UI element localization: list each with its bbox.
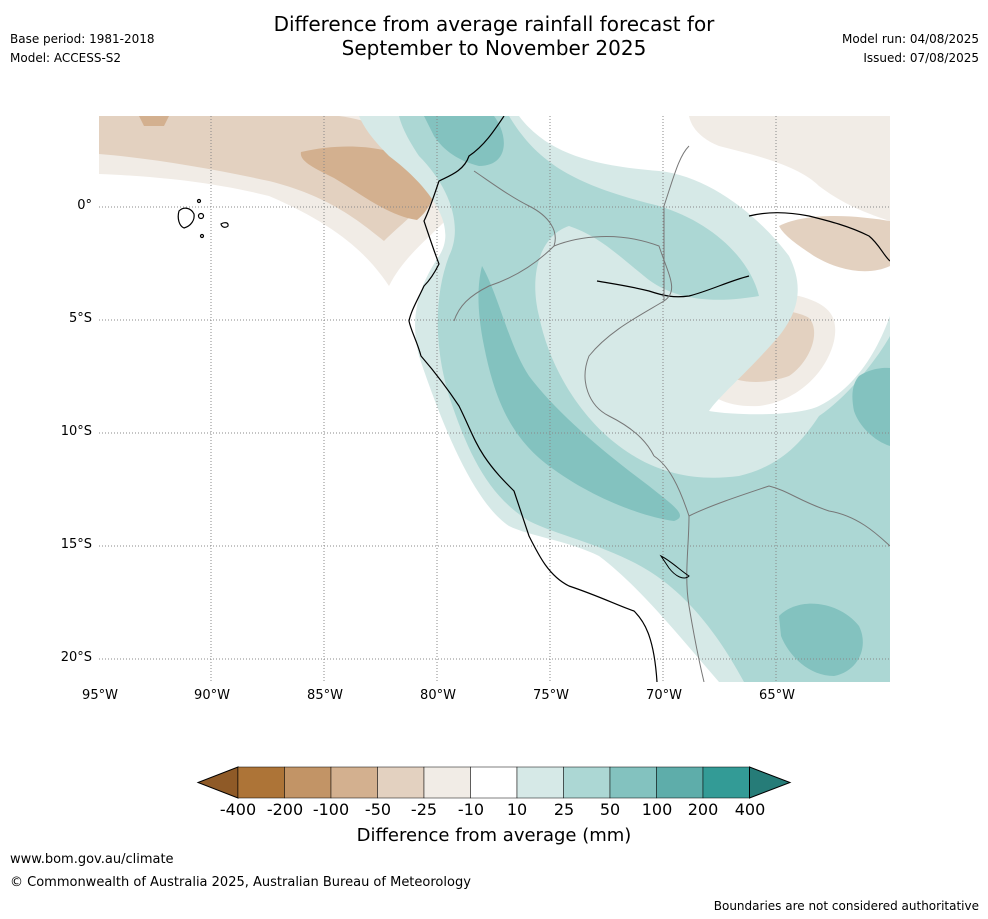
- model-text: Model: ACCESS-S2: [10, 51, 122, 65]
- colorbar-bin-10: [656, 766, 704, 799]
- title-line-1: Difference from average rainfall forecas…: [273, 12, 715, 36]
- x-tick-95w: 95°W: [82, 688, 118, 703]
- rainfall-map: [99, 116, 890, 682]
- y-tick-5s: 5°S: [68, 311, 92, 326]
- colorbar-bin-4: [377, 766, 425, 799]
- colorbar-extend-high: [749, 766, 792, 799]
- model-run-text: Model run: 04/08/2025: [841, 32, 979, 46]
- galapagos-islands: [177, 198, 229, 239]
- cb-label-neg10: -10: [457, 800, 485, 819]
- graticule: [99, 116, 890, 682]
- lake-titicaca: [659, 554, 690, 579]
- x-tick-70w: 70°W: [646, 688, 682, 703]
- country-borders: [453, 145, 890, 682]
- dry-ne-25: [779, 216, 890, 272]
- cb-label-50: 50: [599, 800, 621, 819]
- base-period-text: Base period: 1981-2018: [10, 32, 155, 46]
- colorbar-bin-8: [563, 766, 611, 799]
- colorbar-bin-9: [609, 766, 657, 799]
- meta-right: Model run: 04/08/2025 Issued: 07/08/2025: [842, 30, 979, 68]
- wet-contour-25: [399, 116, 890, 682]
- coastline: [408, 116, 658, 682]
- y-tick-20s: 20°S: [60, 650, 92, 665]
- colorbar-bin-6: [470, 766, 518, 799]
- colorbar-bin-3: [330, 766, 378, 799]
- footer-copyright: © Commonwealth of Australia 2025, Austra…: [10, 875, 471, 890]
- title-line-2: September to November 2025: [341, 36, 647, 60]
- x-tick-85w: 85°W: [307, 688, 343, 703]
- dry-ne-10: [689, 116, 890, 221]
- cb-label-10: 10: [506, 800, 528, 819]
- x-tick-90w: 90°W: [194, 688, 230, 703]
- map-title: Difference from average rainfall forecas…: [244, 12, 744, 60]
- x-tick-65w: 65°W: [759, 688, 795, 703]
- y-tick-10s: 10°S: [60, 424, 92, 439]
- y-tick-15s: 15°S: [60, 537, 92, 552]
- dry-contour-50b: [139, 116, 169, 126]
- colorbar-extend-low: [196, 766, 239, 799]
- cb-label-neg400: -400: [219, 800, 257, 819]
- colorbar: [196, 766, 792, 799]
- colorbar-bin-1: [237, 766, 285, 799]
- wet-contour-50-se: [779, 603, 863, 676]
- meta-left: Base period: 1981-2018 Model: ACCESS-S2: [10, 30, 155, 68]
- y-tick-0: 0°: [77, 198, 92, 213]
- issued-text: Issued: 07/08/2025: [863, 51, 979, 65]
- wet-contour-50-andes: [478, 266, 680, 521]
- cb-label-neg100: -100: [312, 800, 350, 819]
- cb-label-200: 200: [687, 800, 719, 819]
- cb-label-100: 100: [641, 800, 673, 819]
- colorbar-bin-7: [516, 766, 564, 799]
- footer-url: www.bom.gov.au/climate: [10, 852, 174, 867]
- footer-note: Boundaries are not considered authoritat…: [713, 899, 979, 913]
- colorbar-bin-2: [284, 766, 332, 799]
- cb-label-neg25: -25: [410, 800, 438, 819]
- x-tick-75w: 75°W: [533, 688, 569, 703]
- rainfall-map-svg: [99, 116, 890, 682]
- wet-contour-50: [424, 116, 504, 166]
- cb-label-neg200: -200: [266, 800, 304, 819]
- x-tick-80w: 80°W: [420, 688, 456, 703]
- colorbar-bin-11: [702, 766, 750, 799]
- wet-contour-50-e: [852, 367, 890, 446]
- cb-label-neg50: -50: [364, 800, 392, 819]
- colorbar-title: Difference from average (mm): [356, 825, 632, 846]
- cb-label-400: 400: [734, 800, 766, 819]
- cb-label-25: 25: [553, 800, 575, 819]
- colorbar-bin-5: [423, 766, 471, 799]
